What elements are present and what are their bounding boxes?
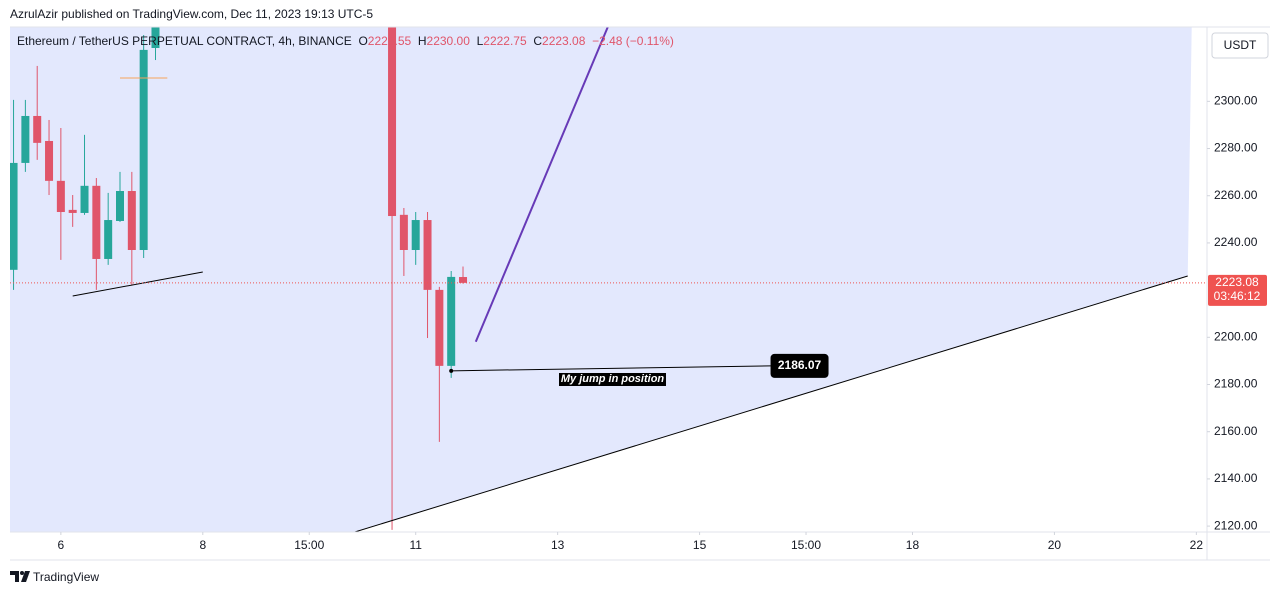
price-note: 2186.07 bbox=[449, 353, 829, 378]
price-note-anchor bbox=[449, 368, 454, 373]
legend-c-label: C bbox=[533, 34, 543, 48]
x-tick-label: 20 bbox=[1048, 538, 1062, 552]
y-tick-label: 2280.00 bbox=[1214, 141, 1258, 155]
candle-body bbox=[56, 180, 65, 213]
price-note-line bbox=[451, 365, 771, 372]
candle-body bbox=[459, 277, 468, 283]
x-tick-label: 15:00 bbox=[294, 538, 324, 552]
candle-body bbox=[151, 27, 160, 49]
x-tick-label: 6 bbox=[58, 538, 65, 552]
candle-body bbox=[10, 162, 18, 270]
trendline bbox=[72, 271, 203, 297]
candle-body bbox=[411, 220, 420, 251]
x-tick-label: 15 bbox=[693, 538, 707, 552]
plot-area bbox=[10, 27, 1207, 532]
y-tick-label: 2160.00 bbox=[1214, 424, 1258, 438]
candle-body bbox=[104, 220, 113, 259]
x-tick-label: 11 bbox=[409, 538, 422, 552]
brand-name: TradingView bbox=[33, 570, 100, 584]
last-price-label: 2223.08 bbox=[1215, 275, 1259, 289]
candle-body bbox=[435, 289, 444, 366]
y-tick-label: 2300.00 bbox=[1214, 94, 1258, 108]
x-tick-label: 22 bbox=[1190, 538, 1204, 552]
x-tick-label: 13 bbox=[551, 538, 565, 552]
x-tick-label: 18 bbox=[906, 538, 920, 552]
y-tick-label: 2180.00 bbox=[1214, 377, 1258, 391]
annotation-text: My jump in position bbox=[558, 373, 667, 387]
trendline bbox=[474, 27, 609, 343]
axes: 6 8 15:00 11 13 15 15:00 18 20 22 2120.00 2140.00 21… bbox=[58, 94, 1267, 552]
y-tick-label: 2260.00 bbox=[1214, 188, 1258, 202]
candle-body bbox=[80, 185, 89, 213]
legend-c-value: 2223.08 bbox=[542, 34, 586, 48]
trendline bbox=[354, 275, 1188, 532]
price-note-label: 2186.07 bbox=[778, 358, 822, 372]
brand-logo bbox=[10, 571, 30, 582]
y-tick-label: 2240.00 bbox=[1214, 235, 1258, 249]
last-price-box bbox=[1208, 274, 1267, 306]
legend-l-label: L bbox=[476, 34, 484, 48]
candle-body bbox=[68, 209, 77, 213]
candle-body bbox=[139, 49, 148, 251]
candle-body bbox=[127, 191, 136, 251]
legend-h-label: H bbox=[417, 34, 427, 48]
publish-info: AzrulAzir published on TradingView.com, … bbox=[10, 7, 374, 21]
candle-body bbox=[33, 115, 42, 143]
legend-o-label: O bbox=[358, 34, 368, 48]
y-tick-label: 2140.00 bbox=[1214, 471, 1258, 485]
legend-h-value: 2230.00 bbox=[426, 34, 470, 48]
legend-o-value: 2225.55 bbox=[367, 34, 412, 48]
shaded-region bbox=[10, 27, 1192, 532]
currency-button[interactable] bbox=[1211, 32, 1269, 59]
candle-body bbox=[399, 214, 408, 251]
y-tick-label: 2200.00 bbox=[1214, 329, 1258, 343]
symbol-legend: Ethereum / TetherUS PERPETUAL CONTRACT, … bbox=[17, 34, 674, 48]
legend-change: −2.48 (−0.11%) bbox=[592, 34, 674, 48]
candle-body bbox=[423, 220, 432, 290]
candle-body bbox=[21, 115, 30, 163]
candle-body bbox=[92, 185, 101, 259]
legend-l-value: 2222.75 bbox=[483, 34, 527, 48]
candle-body bbox=[45, 140, 54, 181]
candle-body bbox=[447, 276, 456, 366]
price-note-box bbox=[770, 353, 829, 378]
x-tick-label: 8 bbox=[199, 538, 206, 552]
y-tick-label: 2120.00 bbox=[1214, 518, 1258, 532]
symbol: Ethereum / TetherUS PERPETUAL CONTRACT, … bbox=[17, 34, 352, 48]
candle-body bbox=[388, 27, 397, 217]
currency-label[interactable]: USDT bbox=[1224, 38, 1257, 52]
candle-body bbox=[116, 191, 125, 221]
countdown-label: 03:46:12 bbox=[1214, 289, 1261, 303]
x-tick-label: 15:00 bbox=[791, 538, 821, 552]
